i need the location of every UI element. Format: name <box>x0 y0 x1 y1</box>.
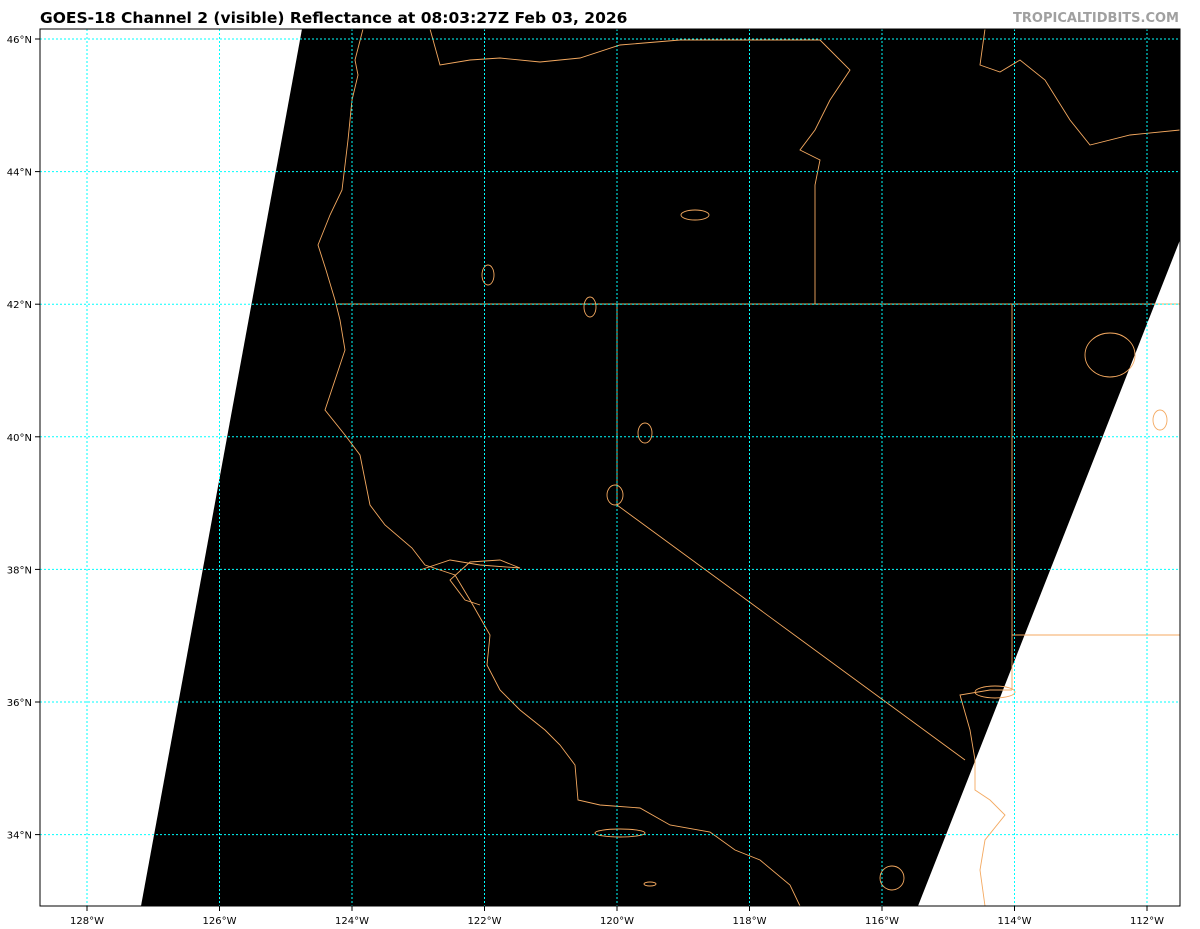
lake-mead <box>974 685 1016 699</box>
oregon-idaho-border <box>799 39 851 304</box>
colorado-river <box>959 689 1012 906</box>
pyramid-lake <box>637 422 653 444</box>
credit-watermark: TROPICALTIDBITS.COM <box>1013 11 1179 26</box>
lat-tick-label: 44°N <box>7 168 32 179</box>
lon-tick-label: 114°W <box>998 916 1032 927</box>
channel-islands <box>594 828 646 838</box>
columbia-river-border <box>429 29 820 66</box>
map-title: GOES-18 Channel 2 (visible) Reflectance … <box>40 9 628 27</box>
lat-tick-label: 38°N <box>7 565 32 576</box>
lon-tick-label: 118°W <box>733 916 767 927</box>
lon-tick-label: 122°W <box>468 916 502 927</box>
west-coastline <box>317 29 801 906</box>
lon-tick-label: 112°W <box>1130 916 1164 927</box>
catalina-island <box>643 881 657 887</box>
utah-lake <box>1152 409 1168 431</box>
lon-tick-label: 116°W <box>865 916 899 927</box>
lon-tick-label: 126°W <box>203 916 237 927</box>
salton-sea <box>879 865 905 891</box>
satellite-imagery-swath <box>141 29 1180 906</box>
lat-tick-label: 34°N <box>7 831 32 842</box>
great-salt-lake <box>1084 332 1136 378</box>
goose-lake <box>583 296 597 318</box>
montana-border <box>979 29 1180 146</box>
lon-tick-label: 124°W <box>335 916 369 927</box>
lat-tick-label: 40°N <box>7 433 32 444</box>
graticule <box>40 29 1180 906</box>
sf-bay <box>419 559 521 606</box>
lat-tick-label: 46°N <box>7 35 32 46</box>
lon-tick-label: 128°W <box>70 916 104 927</box>
lake-malheur <box>680 209 710 221</box>
lat-tick-label: 42°N <box>7 300 32 311</box>
upper-klamath-lake <box>481 264 495 286</box>
map-frame <box>39 28 1181 907</box>
lake-tahoe <box>606 484 624 506</box>
lon-tick-label: 120°W <box>600 916 634 927</box>
lat-tick-label: 36°N <box>7 698 32 709</box>
